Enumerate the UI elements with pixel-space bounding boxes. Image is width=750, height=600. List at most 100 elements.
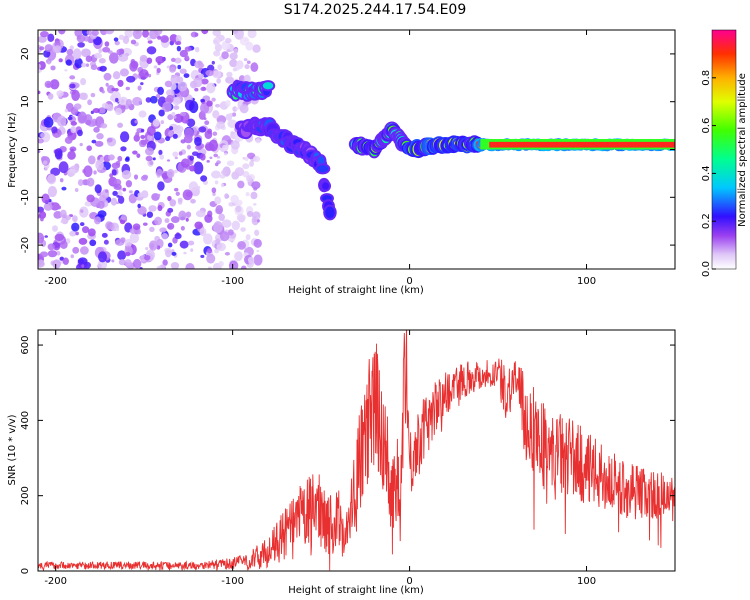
spectrogram-cell — [243, 74, 251, 84]
spectrogram-cell — [235, 107, 239, 111]
spectrogram-cell — [67, 150, 76, 160]
spectrogram-cell — [146, 46, 157, 55]
spectrogram-cell — [185, 211, 192, 218]
spectrogram-cell — [103, 72, 112, 81]
spectrogram-cell — [85, 55, 93, 63]
spectrogram-cell — [69, 75, 76, 80]
spectrogram-cell — [77, 42, 85, 48]
spectrogram-cell — [67, 168, 76, 177]
spectrogram-cell — [200, 78, 209, 85]
spectrogram-cell — [139, 69, 149, 80]
spectrogram-cell — [179, 240, 189, 249]
spectrogram-cell — [95, 159, 104, 171]
spectrogram-cell — [140, 82, 144, 86]
spectrogram-cell — [79, 206, 89, 218]
spectrogram-cell — [166, 168, 175, 179]
x-tick-label: -100 — [221, 576, 244, 587]
spectrogram-cell — [174, 57, 182, 64]
spectrogram-cell — [231, 220, 241, 231]
spectrogram-cell — [199, 153, 206, 161]
spectrogram-cell — [185, 55, 189, 60]
spectrogram-cell — [39, 46, 45, 51]
spectrogram-cell — [189, 155, 195, 161]
spectrogram-cell — [117, 155, 123, 162]
spectrogram-cell — [217, 64, 222, 71]
spectrogram-cell — [227, 229, 234, 236]
spectrogram-cell — [317, 156, 325, 166]
spectrogram-cell — [79, 246, 89, 255]
spectrogram-cell — [113, 183, 122, 190]
spectrogram-cell — [180, 226, 185, 231]
spectrogram-cell — [64, 136, 73, 144]
spectrogram-cell — [200, 86, 207, 92]
spectrogram-cell — [87, 99, 93, 106]
spectrogram-cell — [144, 147, 154, 156]
snr-frame — [37, 329, 676, 572]
spectrogram-cell — [246, 152, 256, 160]
spectrogram-cell — [179, 68, 187, 74]
spectrogram-cell — [206, 100, 213, 107]
spectrogram-cell — [87, 155, 96, 165]
colorbar-tick-label: 0.4 — [701, 165, 712, 181]
colorbar-tick-label: 0.0 — [701, 261, 712, 277]
spectrogram-cell — [53, 45, 62, 54]
spectrogram-cell — [117, 195, 125, 204]
spectrogram-cell — [119, 68, 129, 77]
spectrogram-cell — [75, 231, 79, 236]
spectrogram-cell — [166, 89, 175, 97]
spectrogram-cell — [157, 181, 165, 191]
spectrogram-cell — [235, 252, 240, 256]
spectrogram-cell — [246, 211, 254, 218]
spectrogram-cell — [241, 265, 247, 269]
spectrogram-cell — [206, 128, 212, 134]
spectrogram-cell — [254, 229, 260, 236]
spectrogram-cell — [81, 48, 91, 58]
spectrogram-cell — [149, 30, 159, 40]
spectrogram-cell — [56, 205, 62, 210]
spectrogram-cell — [47, 61, 51, 65]
figure-title: S174.2025.244.17.54.E09 — [284, 2, 467, 18]
spectrogram-cell — [194, 221, 203, 230]
spectrogram-cell — [186, 118, 196, 128]
spectrogram-cell — [101, 232, 108, 238]
spectrogram-cell — [233, 48, 239, 54]
spectrogram-cell — [206, 82, 216, 94]
x-tick-label: -200 — [44, 276, 67, 287]
spectrogram-cell — [107, 104, 114, 112]
spectrogram-cell — [58, 30, 66, 35]
spectrogram-cell — [160, 35, 169, 43]
spectrogram-cell — [224, 152, 228, 156]
spectrogram-cell — [226, 49, 231, 53]
spectrogram-cell — [253, 203, 257, 206]
spectrogram-cell — [113, 37, 119, 42]
spectrogram-cell — [190, 248, 194, 252]
spectrogram-cell — [212, 192, 216, 197]
spectrogram-cell — [213, 50, 221, 57]
spectrogram-cell — [112, 190, 118, 197]
spectrogram-cell — [80, 209, 84, 213]
spectrogram-y-label: Frequency (Hz) — [7, 112, 18, 188]
spectrogram-cell — [204, 214, 213, 223]
spectrogram-cell — [209, 156, 213, 160]
spectrogram-cell — [216, 77, 221, 84]
spectrogram-cell — [185, 218, 189, 222]
spectrogram-cell — [125, 180, 133, 188]
spectrogram-cell — [221, 51, 229, 60]
spectrogram-cell — [146, 125, 156, 136]
spectrogram-cell — [81, 92, 88, 101]
spectrogram-cell — [102, 46, 111, 53]
spectrogram-cell — [38, 149, 41, 154]
spectrogram-cell — [112, 71, 121, 80]
spectrogram-cell — [120, 98, 125, 104]
spectrogram-cell — [106, 85, 115, 94]
spectrogram-cell — [69, 146, 77, 152]
spectrogram-cell — [172, 96, 181, 106]
spectrogram-cell — [65, 215, 71, 221]
spectrogram-cell — [173, 113, 184, 123]
spectrogram-cell — [54, 133, 59, 138]
spectrogram-cell — [170, 57, 176, 63]
spectrogram-cell — [152, 157, 156, 161]
snr-y-ticks: 0 200 400 600 — [20, 336, 675, 574]
spectrogram-cell — [152, 118, 160, 127]
spectrogram-cell — [175, 35, 182, 43]
